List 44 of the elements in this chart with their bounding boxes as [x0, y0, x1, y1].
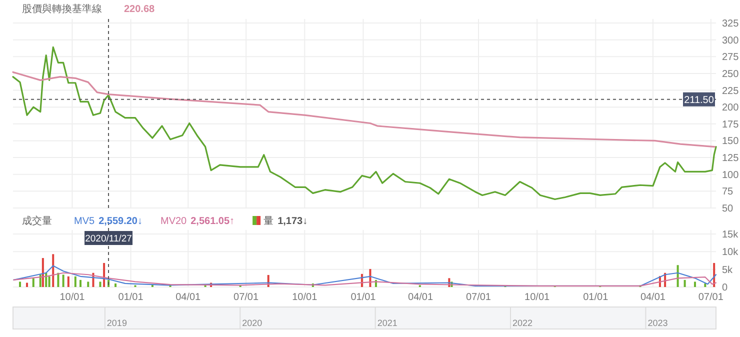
text: MV20 [160, 216, 188, 227]
text: 2021 [377, 318, 398, 328]
y-tick-label: 275 [722, 52, 740, 64]
x-tick-label: 07/01 [698, 292, 724, 303]
legend-label: 量 [264, 216, 274, 227]
x-tick-label: 07/01 [466, 292, 492, 303]
text: MV5 [74, 216, 95, 227]
y-tick-label: 200 [722, 102, 740, 114]
x-tick-label: 04/01 [408, 292, 434, 303]
text: 2023 [648, 318, 668, 328]
y-tick-label: 250 [722, 68, 740, 80]
text: 2,561.05↑ [190, 216, 235, 227]
y-tick-label: 10k [722, 247, 740, 258]
ref-line-label: 211.50 [684, 94, 714, 106]
text: 1,173↓ [278, 216, 308, 227]
x-tick-label: 10/01 [524, 292, 550, 303]
x-tick-label: 04/01 [640, 292, 666, 303]
y-tick-label: 300 [722, 35, 740, 46]
y-tick-label: 5k [722, 264, 734, 276]
x-tick-label: 04/01 [176, 292, 202, 303]
y-tick-label: 50 [722, 204, 734, 214]
x-tick-label: 01/01 [583, 292, 609, 303]
x-tick-label: 07/01 [234, 292, 260, 303]
y-tick-label: 125 [722, 153, 740, 164]
y-tick-label: 175 [722, 119, 740, 130]
y-tick-label: 325 [722, 18, 740, 30]
text: 2,559.20↓ [98, 216, 142, 227]
text: 2020 [242, 318, 262, 328]
x-tick-label: 01/01 [350, 292, 376, 303]
y-tick-label: 100 [722, 170, 740, 181]
chart-title: 成交量 [22, 215, 52, 227]
text: 2022 [512, 318, 533, 328]
y-tick-label: 15k [722, 230, 740, 240]
y-tick-label: 75 [722, 186, 734, 198]
ref-line-label: 2020/11/27 [85, 234, 132, 244]
y-tick-label: 225 [722, 86, 740, 97]
text: 2019 [106, 318, 127, 328]
y-tick-label: 150 [722, 136, 740, 148]
text: 220.68 [124, 4, 156, 15]
x-tick-label: 10/01 [292, 292, 318, 303]
x-tick-label: 10/01 [60, 292, 86, 303]
chart-title: 股價與轉換基準線 [22, 3, 102, 15]
x-tick-label: 01/01 [118, 292, 144, 303]
y-tick-label: 0 [722, 282, 728, 294]
